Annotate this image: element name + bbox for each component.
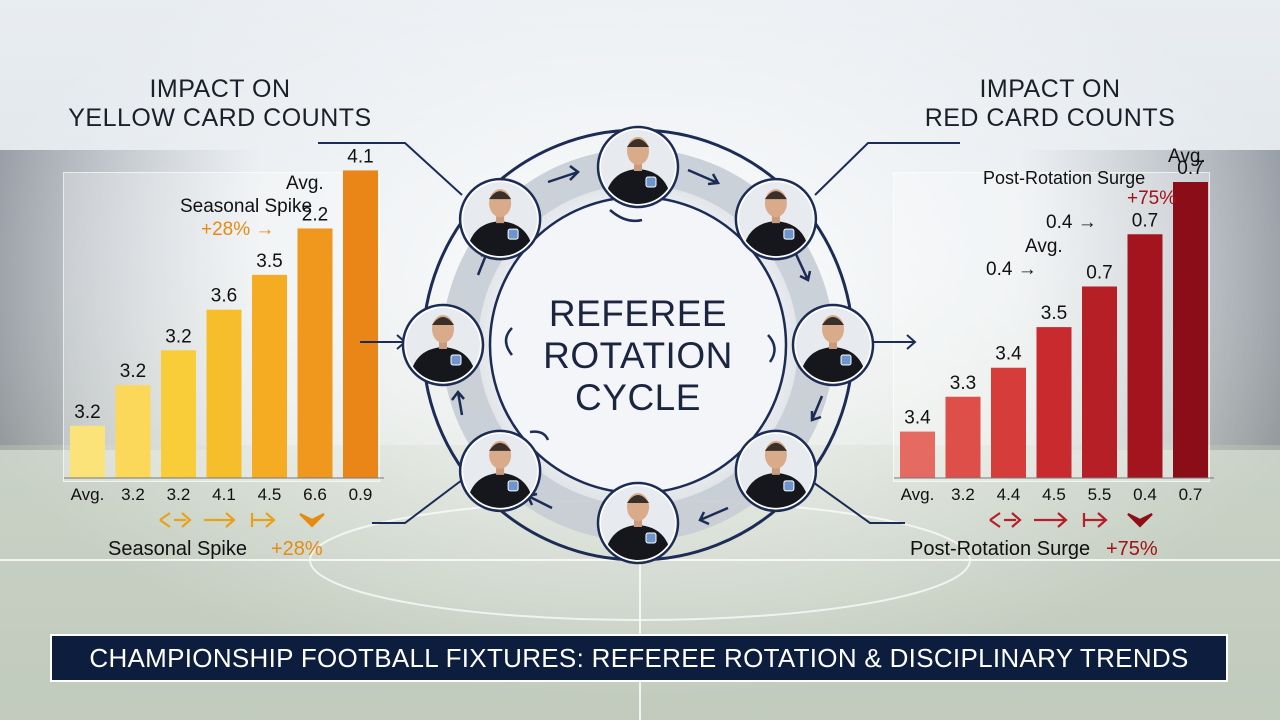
- yellow-tick-label: 4.1: [212, 485, 236, 504]
- yellow-data-label: 2.2: [302, 204, 328, 225]
- yellow-title-line-1: IMPACT ON: [149, 75, 291, 103]
- red-bar: [900, 431, 935, 478]
- yellow-data-label: 3.2: [120, 361, 146, 382]
- referee-avatar: [458, 429, 542, 513]
- yellow-data-label: 3.5: [256, 251, 282, 272]
- yellow-footer-label: Seasonal Spike: [108, 538, 247, 560]
- red-avg-label-top: Avg.: [1168, 146, 1206, 167]
- red-bar: [1036, 327, 1072, 478]
- yellow-bar: [161, 350, 196, 478]
- yellow-footer-pct: +28%: [271, 538, 323, 560]
- yellow-bar: [206, 309, 242, 478]
- yellow-spike-label: Seasonal Spike: [180, 196, 313, 217]
- referee-avatar: [791, 303, 875, 387]
- red-data-label: 3.3: [950, 373, 976, 394]
- yellow-tick-label: 6.6: [303, 485, 327, 504]
- referee-avatar: [734, 177, 818, 261]
- red-avg-label-mid: Avg.: [1025, 236, 1063, 257]
- red-bar: [1127, 234, 1163, 478]
- red-trend-arrows: [989, 512, 1153, 528]
- yellow-data-label: 4.1: [347, 146, 373, 167]
- yellow-trend-arrows: [159, 512, 325, 528]
- center-line-2: ROTATION: [543, 335, 733, 376]
- red-footer-label: Post-Rotation Surge: [910, 538, 1091, 560]
- yellow-tick-label: 3.2: [167, 485, 191, 504]
- yellow-tick-label: Avg.: [71, 485, 105, 504]
- red-tick-label: 4.5: [1042, 485, 1066, 504]
- yellow-bar: [252, 274, 287, 478]
- red-title-line-2: RED CARD COUNTS: [924, 104, 1176, 132]
- yellow-data-label: 3.2: [165, 326, 191, 347]
- center-line-3: CYCLE: [575, 377, 701, 418]
- yellow-bar: [343, 170, 378, 479]
- yellow-bar: [115, 385, 151, 478]
- red-data-label: 0.7: [1177, 158, 1203, 179]
- red-tick-label: 0.7: [1179, 485, 1203, 504]
- yellow-data-label: 3.6: [211, 286, 237, 307]
- red-tick-label: 0.4: [1133, 485, 1157, 504]
- red-bar: [991, 367, 1026, 478]
- red-data-label: 0.7: [1086, 262, 1112, 283]
- red-bar: [945, 396, 981, 478]
- referee-avatar: [734, 429, 818, 513]
- red-surge-label: Post-Rotation Surge: [983, 168, 1146, 188]
- red-tick-label: 5.5: [1088, 485, 1112, 504]
- yellow-spike-pct: +28% →: [201, 219, 275, 240]
- red-transition-2: 0.4 →: [986, 259, 1037, 280]
- yellow-data-label: 3.2: [74, 402, 100, 423]
- referee-avatar: [596, 481, 680, 565]
- red-data-label: 3.4: [904, 408, 931, 429]
- referee-avatar: [458, 177, 542, 261]
- red-transition-1: 0.4 →: [1046, 212, 1097, 233]
- yellow-bar: [70, 425, 105, 478]
- red-data-label: 0.7: [1132, 210, 1158, 231]
- yellow-title-line-2: YELLOW CARD COUNTS: [68, 104, 372, 132]
- red-data-label: 3.4: [995, 344, 1022, 365]
- red-data-label: 3.5: [1041, 303, 1067, 324]
- referee-avatar: [401, 303, 485, 387]
- red-bar: [1173, 182, 1208, 478]
- red-bar: [1082, 286, 1117, 478]
- center-line-1: REFEREE: [548, 293, 728, 334]
- yellow-tick-label: 0.9: [349, 485, 373, 504]
- yellow-bar: [297, 228, 333, 478]
- red-tick-label: Avg.: [901, 485, 935, 504]
- red-tick-label: 3.2: [951, 485, 975, 504]
- referee-avatar: [596, 125, 680, 209]
- yellow-tick-label: 4.5: [258, 485, 282, 504]
- red-footer-pct: +75%: [1106, 538, 1158, 560]
- page-title-banner: CHAMPIONSHIP FOOTBALL FIXTURES: REFEREE …: [50, 634, 1228, 682]
- red-title-line-1: IMPACT ON: [979, 75, 1121, 103]
- yellow-tick-label: 3.2: [121, 485, 145, 504]
- red-tick-label: 4.4: [997, 485, 1021, 504]
- red-surge-pct: +75%: [1127, 188, 1177, 209]
- yellow-avg-label: Avg.: [286, 173, 324, 194]
